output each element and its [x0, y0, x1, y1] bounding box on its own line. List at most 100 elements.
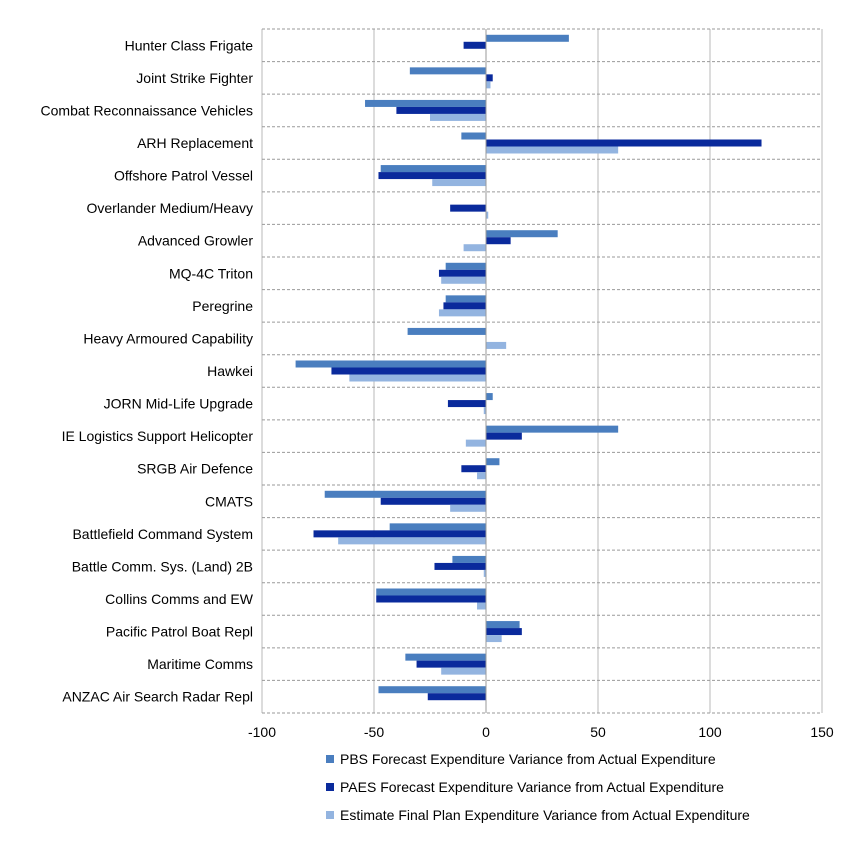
bar: [380, 165, 486, 173]
legend-item: PBS Forecast Expenditure Variance from A…: [326, 745, 750, 773]
legend-item: PAES Forecast Expenditure Variance from …: [326, 773, 750, 801]
legend-swatch: [326, 755, 334, 763]
category-label: Combat Reconnaissance Vehicles: [41, 102, 253, 118]
bar: [450, 504, 486, 512]
category-label: Advanced Growler: [138, 233, 254, 249]
bar: [447, 400, 486, 408]
legend-label: PAES Forecast Expenditure Variance from …: [340, 779, 724, 795]
bar: [486, 211, 489, 219]
bar: [438, 269, 486, 277]
grid-lines: [261, 28, 823, 714]
bar: [430, 113, 486, 121]
category-label: Offshore Patrol Vessel: [114, 168, 253, 184]
category-label: Overlander Medium/Heavy: [86, 200, 253, 216]
category-label: ANZAC Air Search Radar Repl: [62, 689, 253, 705]
bar: [463, 244, 486, 252]
category-label: IE Logistics Support Helicopter: [62, 428, 254, 444]
bar: [461, 132, 486, 140]
bar: [465, 439, 486, 447]
bar: [445, 262, 486, 270]
bar: [486, 635, 502, 643]
bar: [486, 425, 619, 433]
bar: [365, 99, 486, 107]
bar: [438, 309, 486, 317]
category-label: Peregrine: [192, 298, 253, 314]
legend-swatch: [326, 783, 334, 791]
bar: [463, 41, 486, 49]
category-label: Hawkei: [207, 363, 253, 379]
bar: [486, 621, 520, 629]
category-label: Maritime Comms: [147, 656, 253, 672]
bar: [427, 693, 486, 701]
bar: [483, 569, 486, 577]
x-tick-label: 0: [482, 724, 490, 740]
bar: [432, 179, 486, 187]
bar: [486, 74, 493, 82]
category-label: CMATS: [205, 493, 253, 509]
bar: [378, 172, 486, 180]
bar: [416, 660, 486, 668]
bar: [376, 595, 486, 603]
bar: [313, 530, 486, 538]
bar: [378, 686, 486, 694]
bar: [441, 276, 486, 284]
category-label: Hunter Class Frigate: [125, 37, 254, 53]
legend-label: PBS Forecast Expenditure Variance from A…: [340, 751, 716, 767]
category-label: Joint Strike Fighter: [136, 70, 253, 86]
bar: [486, 34, 569, 42]
legend-swatch: [326, 811, 334, 819]
bar: [486, 432, 522, 440]
bar: [409, 67, 486, 75]
bar: [405, 653, 486, 661]
category-label: Collins Comms and EW: [105, 591, 254, 607]
bars-group: [295, 29, 762, 713]
bar: [441, 667, 486, 675]
bar: [486, 146, 619, 154]
category-label: JORN Mid-Life Upgrade: [104, 396, 254, 412]
category-labels: Hunter Class Frigate Joint Strike Fighter…: [41, 37, 254, 704]
bar: [461, 465, 486, 473]
bar: [450, 204, 486, 212]
bar: [443, 302, 486, 310]
legend: PBS Forecast Expenditure Variance from A…: [326, 745, 750, 829]
bar: [486, 230, 558, 238]
bar: [331, 367, 486, 375]
bar: [376, 588, 486, 596]
bar: [295, 360, 486, 368]
x-tick-label: -50: [364, 724, 384, 740]
category-label: Pacific Patrol Boat Repl: [106, 624, 253, 640]
bar: [338, 537, 486, 545]
bar: [486, 139, 762, 147]
bar: [445, 295, 486, 303]
category-label: ARH Replacement: [137, 135, 253, 151]
bar: [434, 562, 486, 570]
x-tick-label: 150: [810, 724, 834, 740]
bar: [396, 106, 486, 114]
bar: [486, 628, 522, 636]
bar: [486, 341, 507, 349]
category-label: MQ-4C Triton: [169, 265, 253, 281]
bar: [486, 458, 500, 466]
bar: [349, 374, 486, 382]
x-tick-label: -100: [248, 724, 276, 740]
bar: [380, 497, 486, 505]
legend-label: Estimate Final Plan Expenditure Variance…: [340, 807, 750, 823]
bar: [452, 555, 486, 563]
category-label: Heavy Armoured Capability: [83, 330, 253, 346]
bar: [407, 327, 486, 335]
bar: [486, 393, 493, 401]
legend-item: Estimate Final Plan Expenditure Variance…: [326, 801, 750, 829]
x-tick-label: 100: [698, 724, 722, 740]
category-label: Battle Comm. Sys. (Land) 2B: [72, 558, 253, 574]
bar: [477, 472, 486, 480]
bar: [477, 602, 486, 610]
x-tick-labels: -100 -50 0 50 100 150: [248, 724, 834, 740]
bar: [389, 523, 486, 531]
bar: [486, 237, 511, 245]
category-label: Battlefield Command System: [72, 526, 253, 542]
bar: [486, 81, 491, 89]
bar: [483, 407, 486, 415]
x-tick-label: 50: [590, 724, 606, 740]
bar: [324, 490, 486, 498]
